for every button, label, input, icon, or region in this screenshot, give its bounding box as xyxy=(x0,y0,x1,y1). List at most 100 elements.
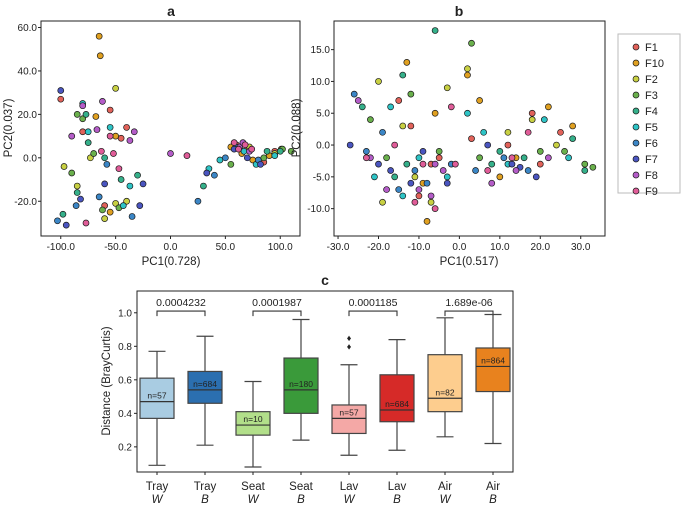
point-f10 xyxy=(423,218,431,225)
point-f2 xyxy=(399,122,407,130)
x-tick-label: 10.0 xyxy=(490,242,510,253)
legend-marker-f2 xyxy=(632,75,640,83)
point-f1 xyxy=(536,160,544,168)
panel-c-boxplot: c 0.20.40.60.81.0 0.0004232 0.0001987 0.00… xyxy=(101,272,514,505)
x-tick-label: -100.0 xyxy=(47,242,76,253)
panel-b-frame xyxy=(333,20,606,237)
point-f7 xyxy=(62,221,70,229)
legend-label-f2: F2 xyxy=(645,74,658,86)
point-f7 xyxy=(77,195,84,203)
point-f8 xyxy=(427,192,435,200)
point-f5 xyxy=(399,192,407,200)
outlier-marker: ♦ xyxy=(347,333,352,343)
y-tick-label: 0.8 xyxy=(118,342,132,353)
point-f9 xyxy=(183,152,191,159)
p-value-label: 0.0001987 xyxy=(252,297,302,309)
point-f6 xyxy=(128,213,136,220)
panel-b-xlabel: PC1(0.517) xyxy=(440,256,499,268)
point-f5 xyxy=(565,154,572,162)
point-f2 xyxy=(87,154,94,162)
y-tick-label: 0.0 xyxy=(316,141,330,152)
point-f4 xyxy=(391,173,399,181)
point-f1 xyxy=(106,106,114,114)
point-f9 xyxy=(241,141,249,149)
point-f1 xyxy=(117,134,125,142)
point-f3 xyxy=(407,90,415,98)
point-f6 xyxy=(211,171,218,179)
x-tick-label: 100.0 xyxy=(268,242,293,253)
point-f4 xyxy=(101,154,109,162)
y-tick-label: -5.0 xyxy=(313,172,331,183)
point-f3 xyxy=(536,148,544,155)
point-f9 xyxy=(235,145,242,153)
point-f4 xyxy=(82,111,90,118)
y-tick-label: -20.0 xyxy=(14,197,37,208)
point-f2 xyxy=(443,84,451,92)
iqr-box xyxy=(427,354,463,413)
point-f2 xyxy=(553,141,560,149)
panel-c-title: c xyxy=(321,272,329,288)
point-f8 xyxy=(545,154,552,162)
comparison-bracket xyxy=(156,310,206,317)
point-f7 xyxy=(57,87,65,94)
point-f8 xyxy=(439,167,447,174)
category-label: Lav xyxy=(388,481,407,493)
iqr-box xyxy=(475,347,511,393)
point-f2 xyxy=(379,198,386,206)
panel-a-x-ticks: -100.0 -50.0 0.0 50.0 100.0 xyxy=(47,236,293,253)
point-f7 xyxy=(419,148,427,155)
point-f9 xyxy=(106,132,114,140)
iqr-box xyxy=(331,404,367,435)
legend-label-f6: F6 xyxy=(645,138,658,150)
x-tick-label: 0.0 xyxy=(452,242,466,253)
panel-b-scatter: b -30.0 -20.0 -10.0 0.0 10.0 20.0 30.0 -10.0 -5… xyxy=(291,3,606,268)
category-sublabel: W xyxy=(152,494,164,505)
point-f9 xyxy=(115,165,123,173)
point-f3 xyxy=(260,154,268,162)
n-label: n=57 xyxy=(339,407,358,417)
y-tick-label: 20.0 xyxy=(18,110,38,121)
y-tick-label: 10.0 xyxy=(311,77,331,88)
y-tick-label: 1.0 xyxy=(118,308,132,319)
legend-marker-f8 xyxy=(632,171,640,179)
legend-label-f4: F4 xyxy=(645,106,658,118)
point-f9 xyxy=(363,154,370,162)
point-f1 xyxy=(468,135,475,143)
point-f8 xyxy=(93,126,101,133)
point-f1 xyxy=(504,141,512,149)
panel-b-y-ticks: -10.0 -5.0 0.0 5.0 10.0 15.0 xyxy=(307,45,334,215)
x-tick-label: 50.0 xyxy=(216,242,236,253)
point-f7 xyxy=(375,160,382,168)
category-label: Air xyxy=(486,481,500,493)
point-f8 xyxy=(415,186,423,193)
comparison-bracket xyxy=(348,310,398,317)
n-label: n=180 xyxy=(289,379,313,389)
box-air-w: n=82 xyxy=(427,317,463,438)
category-sublabel: W xyxy=(248,494,260,505)
point-f8 xyxy=(79,102,87,110)
category-sublabel: B xyxy=(393,494,401,505)
category-sublabel: W xyxy=(344,494,356,505)
point-f5 xyxy=(480,128,488,136)
point-f3 xyxy=(476,154,483,162)
point-f3 xyxy=(99,206,106,214)
point-f4 xyxy=(403,160,411,168)
point-f7 xyxy=(101,180,109,188)
point-f10 xyxy=(92,113,100,120)
point-f2 xyxy=(60,163,68,170)
panel-b-points xyxy=(346,27,597,225)
x-tick-label: 30.0 xyxy=(571,242,591,253)
point-f9 xyxy=(508,154,516,162)
point-f3 xyxy=(383,154,390,162)
legend-label-f7: F7 xyxy=(645,154,658,166)
n-label: n=82 xyxy=(435,387,454,397)
iqr-box xyxy=(187,370,223,404)
point-f2 xyxy=(411,173,419,181)
box-tray-b: n=684 xyxy=(187,335,223,446)
point-f10 xyxy=(464,71,471,79)
point-f1 xyxy=(415,192,423,200)
point-f8 xyxy=(68,132,76,140)
point-f7 xyxy=(203,169,211,177)
comparison-bracket xyxy=(252,310,302,317)
